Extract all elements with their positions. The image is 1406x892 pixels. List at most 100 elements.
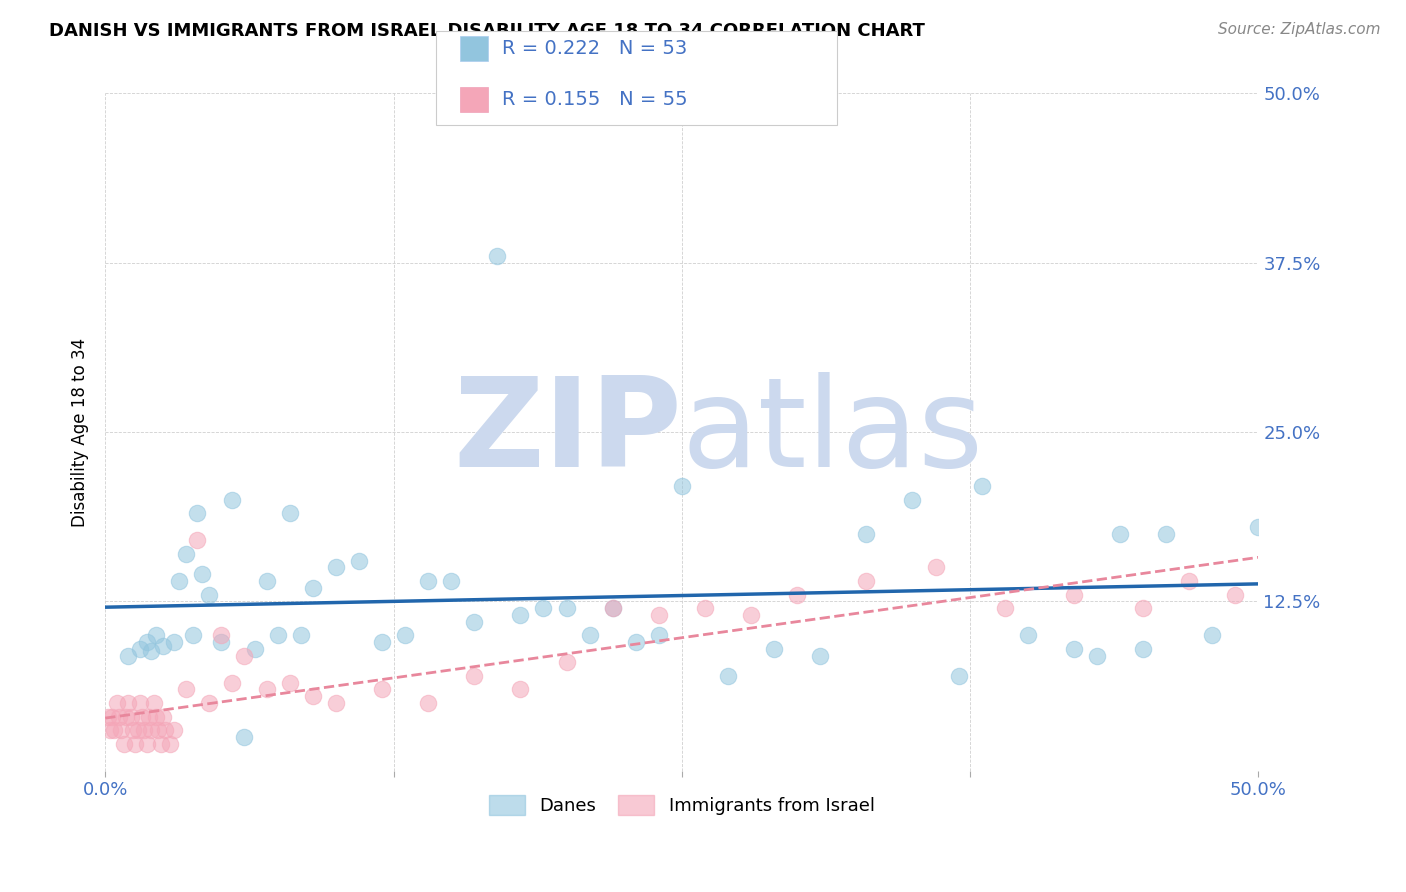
Point: [416, 574, 439, 588]
Point: [159, 737, 181, 751]
Point: [1247, 520, 1270, 534]
Point: [1109, 526, 1132, 541]
Point: [325, 696, 347, 710]
Point: [221, 492, 243, 507]
Point: [101, 709, 124, 723]
Point: [181, 628, 204, 642]
Point: [138, 709, 160, 723]
Point: [131, 709, 153, 723]
Point: [1178, 574, 1201, 588]
Point: [394, 628, 416, 642]
Point: [167, 574, 190, 588]
Point: [267, 628, 290, 642]
Point: [186, 506, 208, 520]
Point: [347, 554, 370, 568]
Point: [198, 696, 221, 710]
Point: [717, 669, 740, 683]
Point: [191, 567, 214, 582]
Point: [416, 696, 439, 710]
Point: [740, 607, 762, 622]
Point: [174, 547, 197, 561]
Point: [256, 574, 278, 588]
Point: [232, 648, 254, 663]
Point: [786, 588, 808, 602]
Point: [152, 709, 174, 723]
Point: [648, 607, 671, 622]
Point: [924, 560, 946, 574]
Point: [103, 723, 125, 737]
Point: [209, 635, 232, 649]
Point: [463, 669, 485, 683]
Point: [141, 644, 163, 658]
Point: [648, 628, 671, 642]
Point: [808, 648, 831, 663]
Point: [98, 723, 121, 737]
Point: [901, 492, 924, 507]
Point: [693, 601, 716, 615]
Point: [855, 526, 877, 541]
Point: [105, 696, 128, 710]
Point: [145, 628, 167, 642]
Text: atlas: atlas: [682, 372, 984, 492]
Point: [124, 737, 146, 751]
Point: [1063, 641, 1085, 656]
Point: [120, 709, 142, 723]
Point: [163, 635, 186, 649]
Point: [555, 656, 578, 670]
Point: [1017, 628, 1039, 642]
Point: [763, 641, 786, 656]
Point: [198, 588, 221, 602]
Point: [325, 560, 347, 574]
Point: [509, 607, 531, 622]
Text: Source: ZipAtlas.com: Source: ZipAtlas.com: [1218, 22, 1381, 37]
Point: [994, 601, 1017, 615]
Point: [1201, 628, 1223, 642]
Point: [115, 709, 138, 723]
Point: [578, 628, 600, 642]
Point: [134, 723, 156, 737]
Point: [671, 479, 693, 493]
Point: [112, 737, 135, 751]
Point: [256, 682, 278, 697]
Point: [148, 723, 170, 737]
Point: [1085, 648, 1108, 663]
Point: [232, 730, 254, 744]
Y-axis label: Disability Age 18 to 34: Disability Age 18 to 34: [72, 337, 89, 526]
Point: [463, 615, 485, 629]
Point: [163, 723, 186, 737]
Point: [624, 635, 647, 649]
Point: [948, 669, 970, 683]
Point: [278, 506, 301, 520]
Point: [96, 709, 118, 723]
Point: [128, 641, 150, 656]
Point: [108, 709, 131, 723]
Point: [152, 639, 174, 653]
Point: [153, 723, 176, 737]
Point: [141, 723, 163, 737]
Point: [122, 723, 145, 737]
Text: ZIP: ZIP: [453, 372, 682, 492]
Point: [509, 682, 531, 697]
Point: [1154, 526, 1177, 541]
Point: [110, 723, 132, 737]
Point: [486, 249, 509, 263]
Text: DANISH VS IMMIGRANTS FROM ISRAEL DISABILITY AGE 18 TO 34 CORRELATION CHART: DANISH VS IMMIGRANTS FROM ISRAEL DISABIL…: [49, 22, 925, 40]
Point: [290, 628, 312, 642]
Point: [243, 641, 266, 656]
Point: [301, 689, 323, 703]
Point: [970, 479, 993, 493]
Point: [128, 696, 150, 710]
Point: [117, 648, 139, 663]
Point: [135, 737, 157, 751]
Point: [117, 696, 139, 710]
Point: [1225, 588, 1247, 602]
Point: [1132, 601, 1154, 615]
Point: [855, 574, 877, 588]
Point: [1132, 641, 1154, 656]
Point: [278, 675, 301, 690]
Point: [145, 709, 167, 723]
Point: [555, 601, 578, 615]
Point: [135, 635, 157, 649]
Point: [371, 682, 394, 697]
Point: [371, 635, 394, 649]
